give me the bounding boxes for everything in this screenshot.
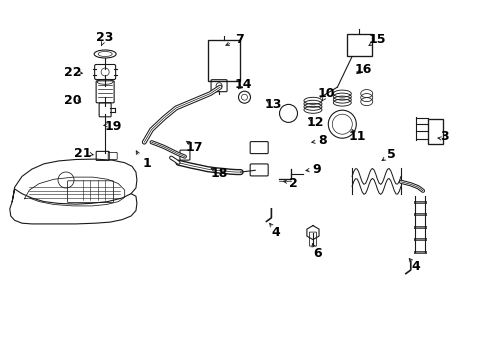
Text: 10: 10 — [317, 87, 335, 100]
Text: 3: 3 — [440, 130, 448, 143]
Text: 16: 16 — [353, 63, 371, 76]
Text: 22: 22 — [63, 66, 81, 78]
Text: 23: 23 — [96, 31, 114, 44]
Text: 13: 13 — [264, 98, 281, 111]
Text: 11: 11 — [347, 130, 365, 143]
Text: 17: 17 — [185, 141, 203, 154]
Text: 8: 8 — [318, 134, 326, 147]
Text: 6: 6 — [313, 247, 322, 260]
Text: 12: 12 — [306, 116, 324, 129]
Text: 20: 20 — [63, 94, 81, 107]
Text: 14: 14 — [234, 78, 252, 91]
Text: 19: 19 — [104, 120, 122, 132]
Text: 9: 9 — [312, 163, 321, 176]
Text: 4: 4 — [271, 226, 280, 239]
Text: 18: 18 — [210, 167, 227, 180]
Text: 4: 4 — [410, 260, 419, 273]
Text: 1: 1 — [142, 157, 151, 170]
Text: 7: 7 — [235, 33, 244, 46]
Text: 21: 21 — [74, 147, 92, 159]
Text: 5: 5 — [386, 148, 395, 161]
Text: 2: 2 — [288, 177, 297, 190]
Text: 15: 15 — [368, 33, 386, 46]
